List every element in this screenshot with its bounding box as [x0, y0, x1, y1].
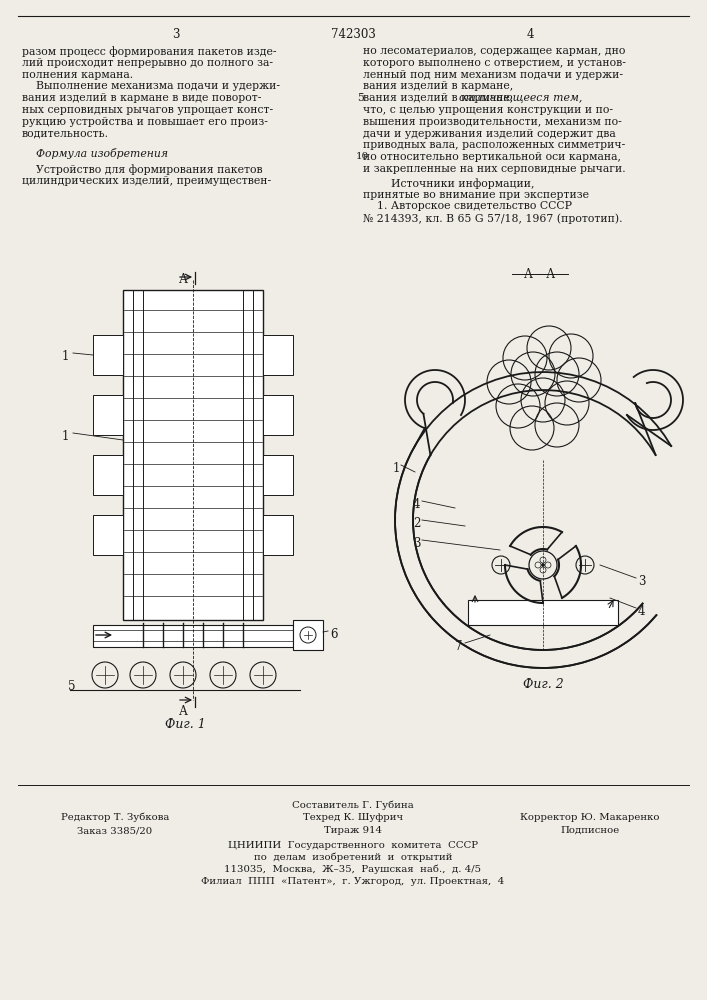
- Text: разом процесс формирования пакетов изде-: разом процесс формирования пакетов изде-: [22, 46, 276, 57]
- Text: 2: 2: [413, 517, 421, 530]
- Text: 1. Авторское свидетельство СССР: 1. Авторское свидетельство СССР: [363, 201, 572, 211]
- Text: А: А: [179, 273, 188, 286]
- Text: А – А: А – А: [525, 268, 556, 281]
- Text: Формула изобретения: Формула изобретения: [22, 148, 168, 159]
- Text: 5: 5: [357, 93, 364, 103]
- Text: Подписное: Подписное: [561, 826, 619, 835]
- Text: по  делам  изобретений  и  открытий: по делам изобретений и открытий: [254, 853, 452, 862]
- Bar: [263, 455, 293, 495]
- Text: Устройство для формирования пакетов: Устройство для формирования пакетов: [22, 164, 262, 175]
- Text: ЦНИИПИ  Государственного  комитета  СССР: ЦНИИПИ Государственного комитета СССР: [228, 841, 478, 850]
- Bar: [123, 290, 263, 620]
- Text: приводных вала, расположенных симметрич-: приводных вала, расположенных симметрич-: [363, 140, 625, 150]
- Text: отличающееся тем,: отличающееся тем,: [460, 93, 583, 103]
- Text: 1: 1: [393, 462, 400, 475]
- Text: водительность.: водительность.: [22, 129, 109, 139]
- Text: Корректор Ю. Макаренко: Корректор Ю. Макаренко: [520, 813, 660, 822]
- Bar: [93, 515, 123, 555]
- Text: Филиал  ППП  «Патент»,  г. Ужгород,  ул. Проектная,  4: Филиал ППП «Патент», г. Ужгород, ул. Про…: [201, 877, 505, 886]
- Text: 3: 3: [173, 28, 180, 41]
- Text: что, с целью упрощения конструкции и по-: что, с целью упрощения конструкции и по-: [363, 105, 613, 115]
- Text: 4: 4: [413, 498, 421, 511]
- Text: дачи и удерживания изделий содержит два: дачи и удерживания изделий содержит два: [363, 129, 616, 139]
- Text: 4: 4: [638, 605, 645, 618]
- Text: но относительно вертикальной оси кармана,: но относительно вертикальной оси кармана…: [363, 152, 621, 162]
- Text: 3: 3: [638, 575, 645, 588]
- Text: 113035,  Москва,  Ж–35,  Раушская  наб.,  д. 4/5: 113035, Москва, Ж–35, Раушская наб., д. …: [225, 865, 481, 874]
- Bar: [93, 395, 123, 435]
- Text: 5: 5: [68, 680, 76, 693]
- Text: и закрепленные на них серповидные рычаги.: и закрепленные на них серповидные рычаги…: [363, 164, 626, 174]
- Text: лий происходит непрерывно до полного за-: лий происходит непрерывно до полного за-: [22, 58, 273, 68]
- Text: 1: 1: [62, 350, 69, 363]
- Text: 7: 7: [455, 640, 462, 653]
- Bar: [468, 600, 618, 625]
- Text: вания изделий в кармане в виде поворот-: вания изделий в кармане в виде поворот-: [22, 93, 262, 103]
- Text: Редактор Т. Зубкова: Редактор Т. Зубкова: [61, 813, 169, 822]
- Text: вышения производительности, механизм по-: вышения производительности, механизм по-: [363, 117, 621, 127]
- Text: Составитель Г. Губина: Составитель Г. Губина: [292, 800, 414, 810]
- Text: Тираж 914: Тираж 914: [324, 826, 382, 835]
- Text: А: А: [179, 705, 188, 718]
- Bar: [293, 620, 323, 650]
- Text: Фиг. 2: Фиг. 2: [522, 678, 563, 691]
- Text: 1: 1: [62, 430, 69, 443]
- Text: 6: 6: [330, 628, 337, 641]
- Text: 4: 4: [526, 28, 534, 41]
- Text: ных серповидных рычагов упрощает конст-: ных серповидных рычагов упрощает конст-: [22, 105, 273, 115]
- Bar: [263, 515, 293, 555]
- Text: рукцию устройства и повышает его произ-: рукцию устройства и повышает его произ-: [22, 117, 268, 127]
- Text: полнения кармана.: полнения кармана.: [22, 70, 133, 80]
- Text: ленный под ним механизм подачи и удержи-: ленный под ним механизм подачи и удержи-: [363, 70, 623, 80]
- Text: Техред К. Шуфрич: Техред К. Шуфрич: [303, 813, 403, 822]
- Text: 3: 3: [413, 537, 421, 550]
- Text: Источники информации,: Источники информации,: [363, 178, 534, 189]
- Text: которого выполнено с отверстием, и установ-: которого выполнено с отверстием, и устан…: [363, 58, 626, 68]
- Text: № 214393, кл. В 65 G 57/18, 1967 (прототип).: № 214393, кл. В 65 G 57/18, 1967 (протот…: [363, 213, 622, 224]
- Text: но лесоматериалов, содержащее карман, дно: но лесоматериалов, содержащее карман, дн…: [363, 46, 626, 56]
- Bar: [93, 625, 293, 647]
- Text: вания изделий в кармане,: вания изделий в кармане,: [363, 81, 517, 91]
- Bar: [93, 335, 123, 375]
- Text: принятые во внимание при экспертизе: принятые во внимание при экспертизе: [363, 190, 589, 200]
- Circle shape: [542, 564, 544, 566]
- Text: цилиндрических изделий, преимуществен-: цилиндрических изделий, преимуществен-: [22, 176, 271, 186]
- Text: Фиг. 1: Фиг. 1: [165, 718, 205, 731]
- Bar: [263, 395, 293, 435]
- Bar: [263, 335, 293, 375]
- Text: Заказ 3385/20: Заказ 3385/20: [78, 826, 153, 835]
- Text: вания изделий в кармане,: вания изделий в кармане,: [363, 93, 517, 103]
- Text: 742303: 742303: [331, 28, 375, 41]
- Text: 10: 10: [356, 152, 369, 161]
- Bar: [93, 455, 123, 495]
- Text: Выполнение механизма подачи и удержи-: Выполнение механизма подачи и удержи-: [22, 81, 280, 91]
